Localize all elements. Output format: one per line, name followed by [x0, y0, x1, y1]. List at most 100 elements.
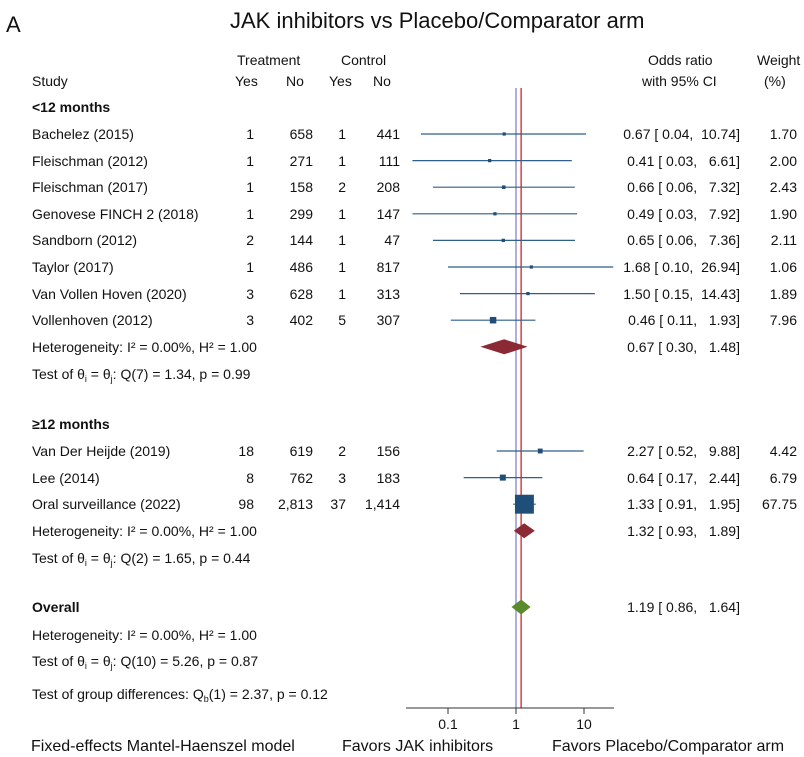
control-yes-value: 1	[338, 232, 346, 249]
test-theta-overall: Test of θi = θj: Q(10) = 5.26, p = 0.87	[32, 653, 259, 671]
odds-ratio-ci-value: 0.67 [ 0.04, 10.74]	[623, 126, 740, 142]
weight-value: 2.00	[769, 152, 797, 169]
study-name: Fleischman (2012)	[32, 152, 148, 169]
control-yes-value: 2	[338, 179, 346, 196]
control-no-value: 817	[376, 259, 400, 275]
control-no-value: 156	[376, 443, 400, 459]
treatment-no-value: 144	[289, 232, 313, 249]
heterogeneity-overall: Heterogeneity: I² = 0.00%, H² = 1.00	[32, 627, 257, 643]
treatment-no-value: 158	[289, 179, 313, 196]
pooled-diamond-ge12-ci-value: 1.32 [ 0.93, 1.89]	[627, 522, 740, 539]
treatment-no-header: No	[286, 73, 304, 89]
control-header: Control	[341, 52, 387, 68]
control-no-value: 47	[384, 232, 400, 249]
odds-ratio-ci-value: 0.49 [ 0.03, 7.92]	[627, 205, 740, 222]
weight-value: 7.96	[769, 312, 797, 329]
study-name: Van Vollen Hoven (2020)	[32, 285, 187, 302]
control-yes-value: 1	[338, 259, 346, 275]
weight-value: 67.75	[761, 496, 797, 513]
chart-title: JAK inhibitors vs Placebo/Comparator arm	[230, 8, 645, 33]
test-theta-lt12: Test of θi = θj: Q(7) = 1.34, p = 0.99	[32, 365, 251, 384]
overall-label: Overall	[32, 599, 80, 615]
treatment-no-value: 402	[289, 312, 313, 329]
test-theta-ge12: Test of θi = θj: Q(2) = 1.65, p = 0.44	[32, 549, 251, 568]
heterogeneity-ge12: Heterogeneity: I² = 0.00%, H² = 1.00	[32, 522, 257, 539]
odds-ratio-ci-value: 1.68 [ 0.10, 26.94]	[623, 259, 740, 275]
pooled-diamond-lt12	[480, 339, 528, 355]
odds-ratio-header: Odds ratio	[648, 52, 713, 68]
control-yes-value: 2	[338, 443, 346, 459]
weight-value: 1.06	[769, 259, 797, 275]
overall-diamond-ci-value: 1.19 [ 0.86, 1.64]	[627, 599, 740, 615]
control-no-value: 307	[376, 312, 400, 329]
odds-ratio-ci-value: 0.66 [ 0.06, 7.32]	[627, 179, 740, 196]
control-no-value: 111	[378, 152, 400, 169]
weight-value: 1.89	[769, 285, 797, 302]
weight-value: 2.43	[769, 179, 797, 196]
weight-unit-header: (%)	[764, 73, 786, 89]
control-yes-header: Yes	[329, 73, 352, 89]
study-name: Sandborn (2012)	[32, 232, 138, 249]
odds-ratio-ci-value: 0.41 [ 0.03, 6.61]	[627, 152, 740, 169]
control-no-value: 1,414	[364, 496, 400, 513]
treatment-yes-value: 2	[246, 232, 254, 249]
weight-value: 1.90	[769, 205, 797, 222]
weight-value: 6.79	[769, 469, 797, 486]
study-header: Study	[32, 73, 68, 89]
study-marker	[502, 132, 506, 136]
x-tick-label: 0.1	[438, 716, 458, 732]
panel-label: A	[6, 12, 21, 37]
study-name: Oral surveillance (2022)	[32, 496, 181, 513]
heterogeneity-lt12: Heterogeneity: I² = 0.00%, H² = 1.00	[32, 338, 257, 355]
overall-diamond	[511, 599, 531, 615]
control-no-value: 147	[376, 205, 400, 222]
pooled-diamond-ge12	[513, 523, 535, 539]
treatment-no-value: 658	[289, 126, 313, 142]
x-tick-label: 1	[512, 716, 520, 732]
weight-value: 4.42	[769, 443, 797, 459]
treatment-yes-value: 1	[246, 205, 254, 222]
study-marker	[499, 474, 506, 481]
weight-header: Weight	[757, 52, 801, 68]
odds-ratio-ci-value: 0.65 [ 0.06, 7.36]	[627, 232, 740, 249]
study-marker	[529, 265, 533, 269]
control-yes-value: 1	[338, 285, 346, 302]
treatment-no-value: 619	[289, 443, 313, 459]
weight-value: 1.70	[769, 126, 797, 142]
study-name: Taylor (2017)	[32, 259, 114, 275]
subgroup-label-lt12: <12 months	[32, 99, 111, 115]
study-name: Van Der Heijde (2019)	[32, 443, 171, 459]
odds-ratio-ci-value: 0.46 [ 0.11, 1.93]	[628, 312, 740, 329]
model-label: Fixed-effects Mantel-Haenszel model	[31, 738, 295, 755]
treatment-no-value: 762	[289, 469, 313, 486]
control-no-value: 313	[376, 285, 400, 302]
treatment-yes-header: Yes	[235, 73, 258, 89]
odds-ratio-ci-value: 1.33 [ 0.91, 1.95]	[627, 496, 740, 513]
treatment-yes-value: 98	[238, 496, 254, 513]
study-marker	[514, 494, 534, 514]
pooled-diamond-lt12-ci-value: 0.67 [ 0.30, 1.48]	[627, 338, 740, 355]
treatment-no-value: 299	[289, 205, 313, 222]
study-marker	[501, 185, 506, 189]
study-name: Vollenhoven (2012)	[32, 312, 153, 329]
study-marker	[493, 212, 497, 216]
treatment-yes-value: 3	[246, 312, 254, 329]
control-yes-value: 3	[338, 469, 346, 486]
control-yes-value: 1	[338, 126, 346, 142]
treatment-yes-value: 3	[246, 285, 254, 302]
treatment-yes-value: 8	[246, 469, 254, 486]
control-no-value: 208	[376, 179, 400, 196]
treatment-yes-value: 1	[246, 259, 254, 275]
x-tick-label: 10	[576, 716, 592, 732]
treatment-no-value: 271	[289, 152, 313, 169]
study-name: Bachelez (2015)	[32, 126, 134, 142]
subgroup-label-ge12: ≥12 months	[32, 416, 110, 432]
group-differences-test: Test of group differences: Qb(1) = 2.37,…	[32, 686, 328, 704]
study-marker	[489, 316, 497, 324]
treatment-no-value: 486	[289, 259, 313, 275]
control-yes-value: 37	[330, 496, 346, 513]
control-no-header: No	[373, 73, 391, 89]
study-name: Genovese FINCH 2 (2018)	[32, 205, 199, 222]
favors-right-label: Favors Placebo/Comparator arm	[552, 738, 785, 755]
